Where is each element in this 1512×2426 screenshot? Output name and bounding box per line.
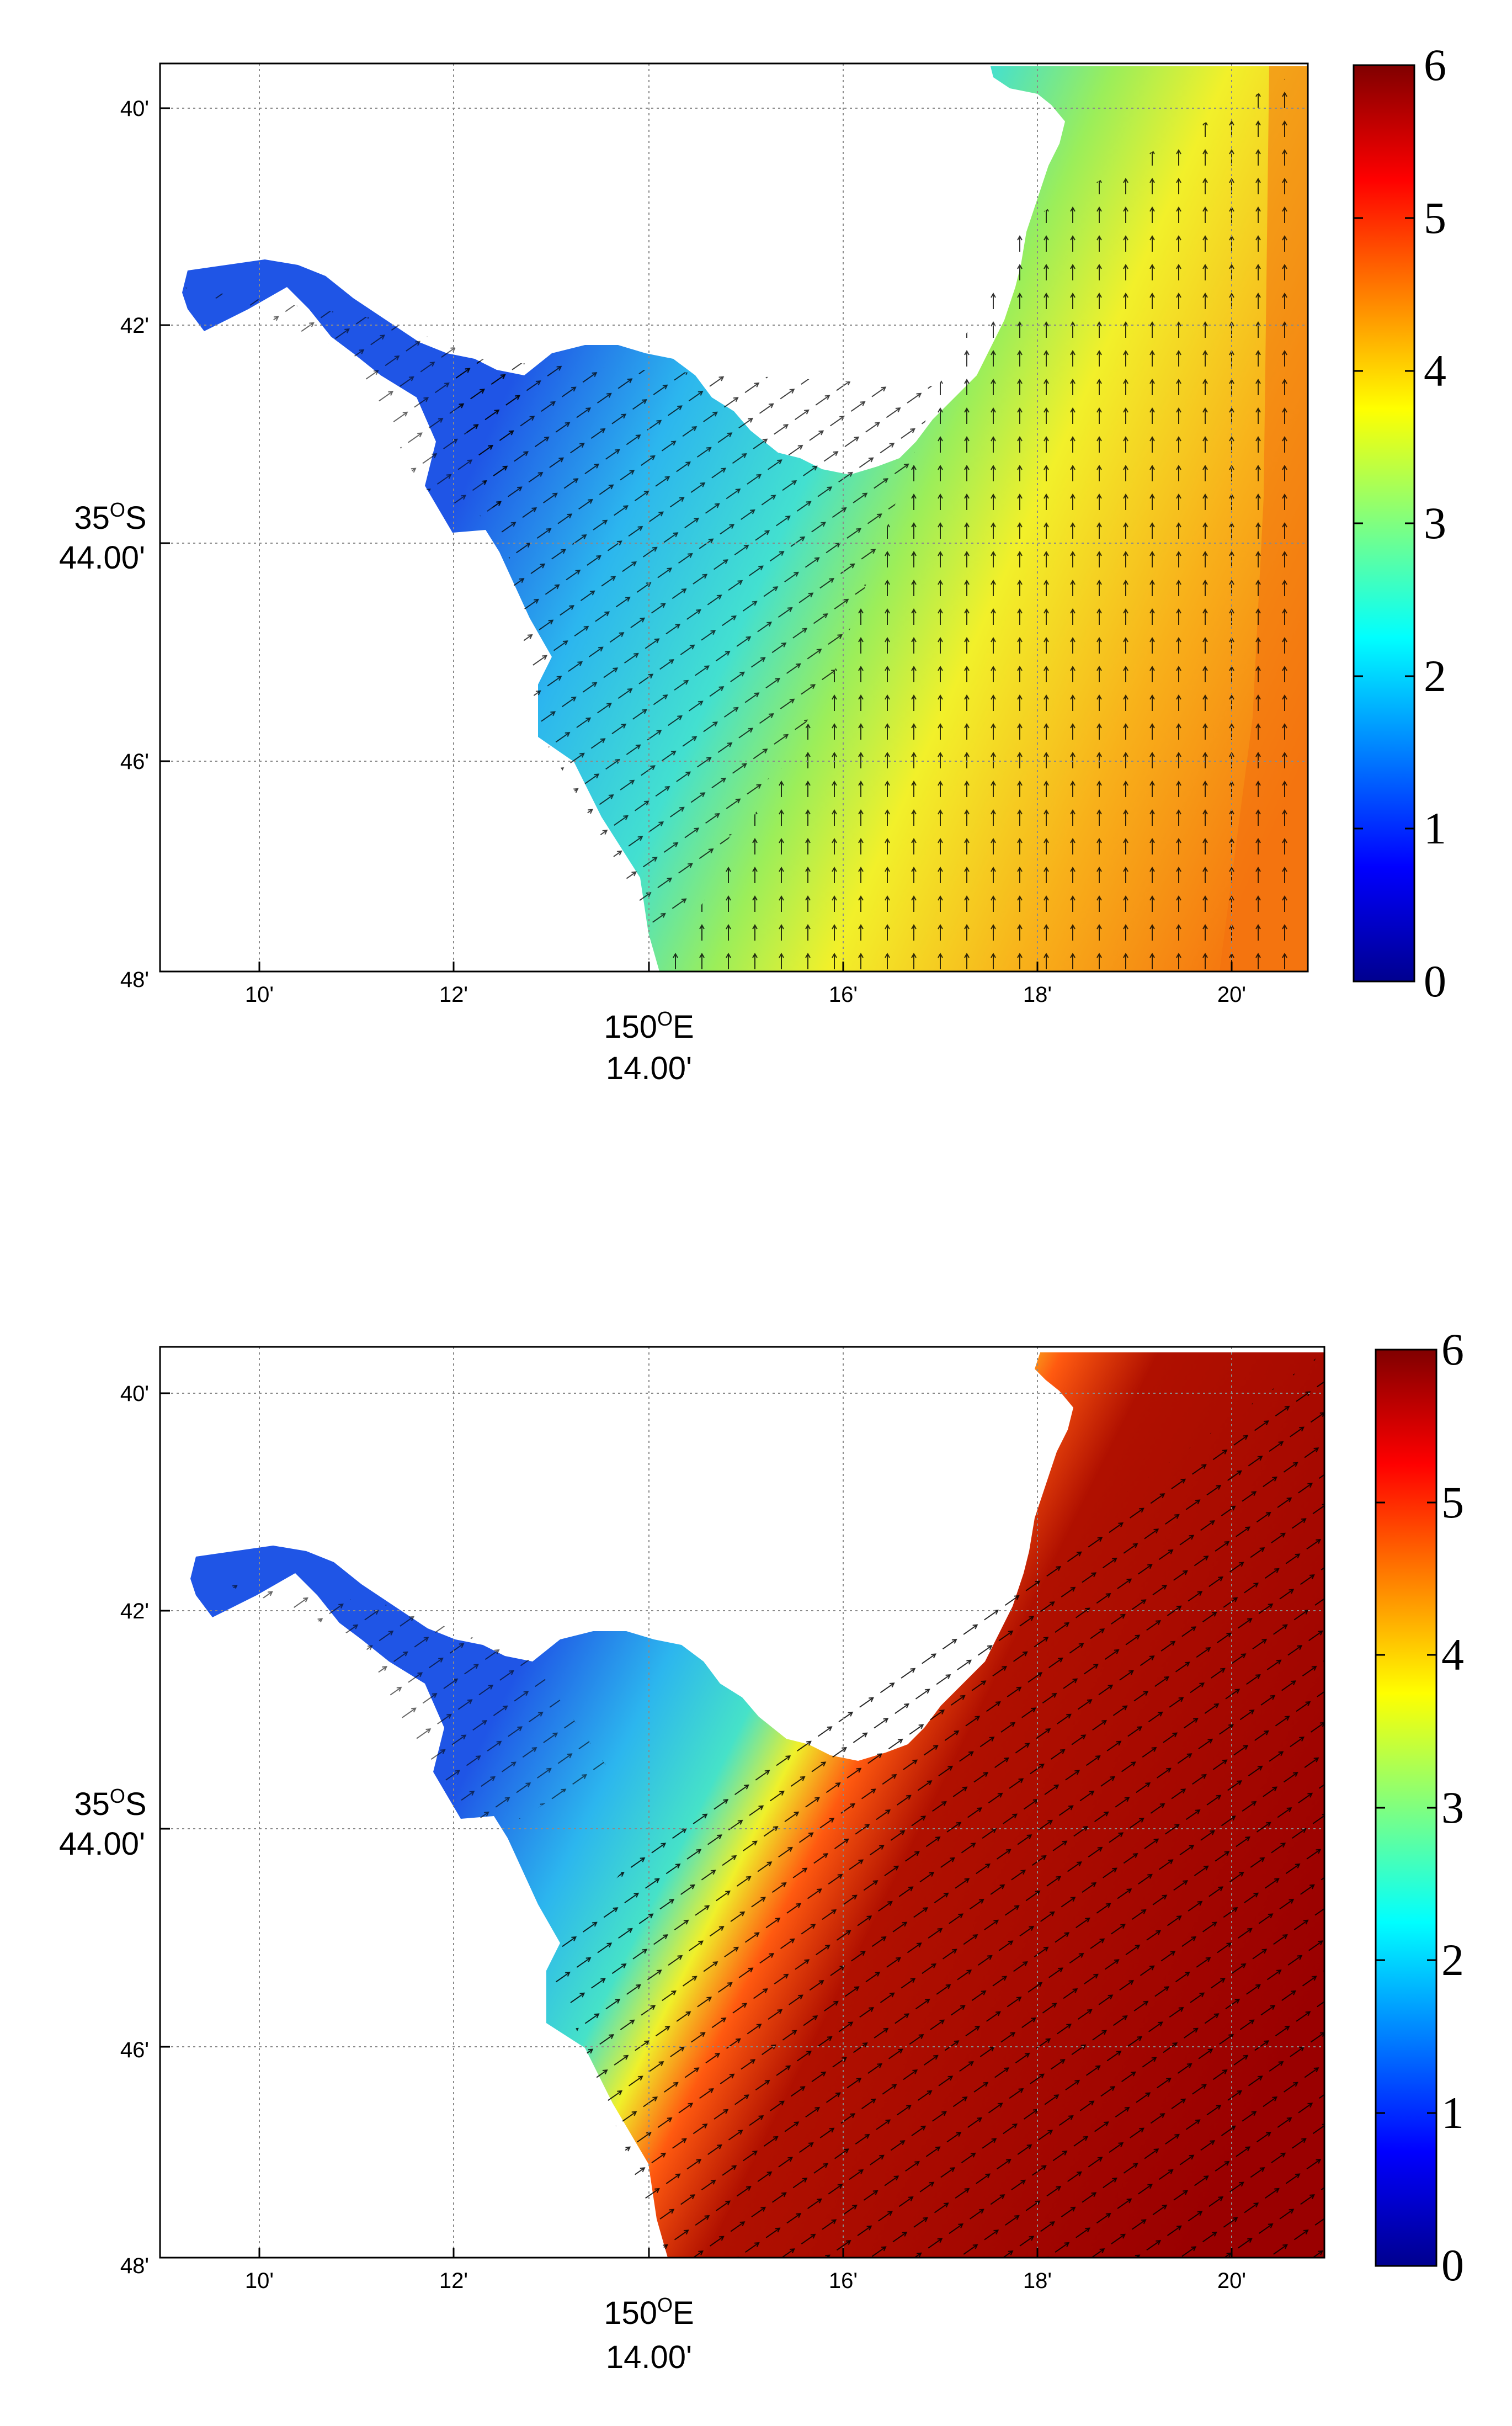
colorbar-tick: 6 — [1424, 40, 1446, 90]
x-tick-label: 20' — [1217, 2269, 1246, 2293]
colorbar-bottom: 6 5 4 3 2 1 0 — [1375, 1324, 1464, 2290]
colorbar-tick: 2 — [1424, 651, 1446, 701]
y-axis-label: 35OS — [74, 1785, 146, 1822]
x-tick-label: 10' — [245, 2269, 274, 2293]
map-panel-top: 10' 12' 16' 18' 20' 40' 42' 46' 48' 35OS… — [59, 62, 1309, 1086]
x-axis-minutes: 14.00' — [606, 1050, 692, 1086]
colorbar-tick: 5 — [1441, 1477, 1464, 1527]
x-axis-label: 150OE — [604, 2294, 694, 2331]
x-axis-minutes: 14.00' — [606, 2339, 692, 2375]
y-axis-minutes: 44.00' — [59, 540, 145, 576]
y-tick-label: 46' — [120, 2038, 149, 2062]
x-tick-label: 12' — [439, 983, 468, 1007]
x-tick-label: 16' — [829, 983, 858, 1007]
colorbar-tick: 1 — [1441, 2088, 1464, 2138]
colorbar-tick: 0 — [1441, 2240, 1464, 2290]
y-tick-label: 46' — [120, 750, 149, 774]
y-tick-label: 42' — [120, 314, 149, 338]
y-tick-label: 48' — [120, 2254, 149, 2278]
x-tick-label: 18' — [1023, 983, 1052, 1007]
y-tick-label: 42' — [120, 1599, 149, 1623]
colorbar-tick: 5 — [1424, 193, 1446, 243]
colorbar-top: 6 5 4 3 2 1 0 — [1353, 40, 1446, 1006]
y-tick-label: 48' — [120, 968, 149, 992]
colorbar-tick: 2 — [1441, 1935, 1464, 1985]
x-tick-label: 16' — [829, 2269, 858, 2293]
x-tick-label: 18' — [1023, 2269, 1052, 2293]
colorbar-tick: 4 — [1441, 1629, 1464, 1680]
y-axis-minutes: 44.00' — [59, 1826, 145, 1862]
y-axis-label: 35OS — [74, 498, 146, 536]
y-tick-label: 40' — [120, 1382, 149, 1406]
grid-top — [160, 63, 1308, 972]
x-tick-label: 12' — [439, 2269, 468, 2293]
colorbar-tick: 0 — [1424, 956, 1446, 1006]
x-axis-label: 150OE — [604, 1007, 694, 1045]
x-tick-label: 20' — [1217, 983, 1246, 1007]
grid-bottom — [160, 1347, 1324, 2258]
x-tick-label: 10' — [245, 983, 274, 1007]
y-tick-label: 40' — [120, 97, 149, 121]
map-panel-bottom: 10' 12' 16' 18' 20' 40' 42' 46' 48' 35OS… — [59, 1346, 1325, 2375]
colorbar-tick: 4 — [1424, 346, 1446, 396]
colorbar-tick: 3 — [1441, 1782, 1464, 1833]
colorbar-tick: 6 — [1441, 1324, 1464, 1374]
colorbar-tick: 1 — [1424, 803, 1446, 853]
colorbar-tick: 3 — [1424, 498, 1446, 548]
